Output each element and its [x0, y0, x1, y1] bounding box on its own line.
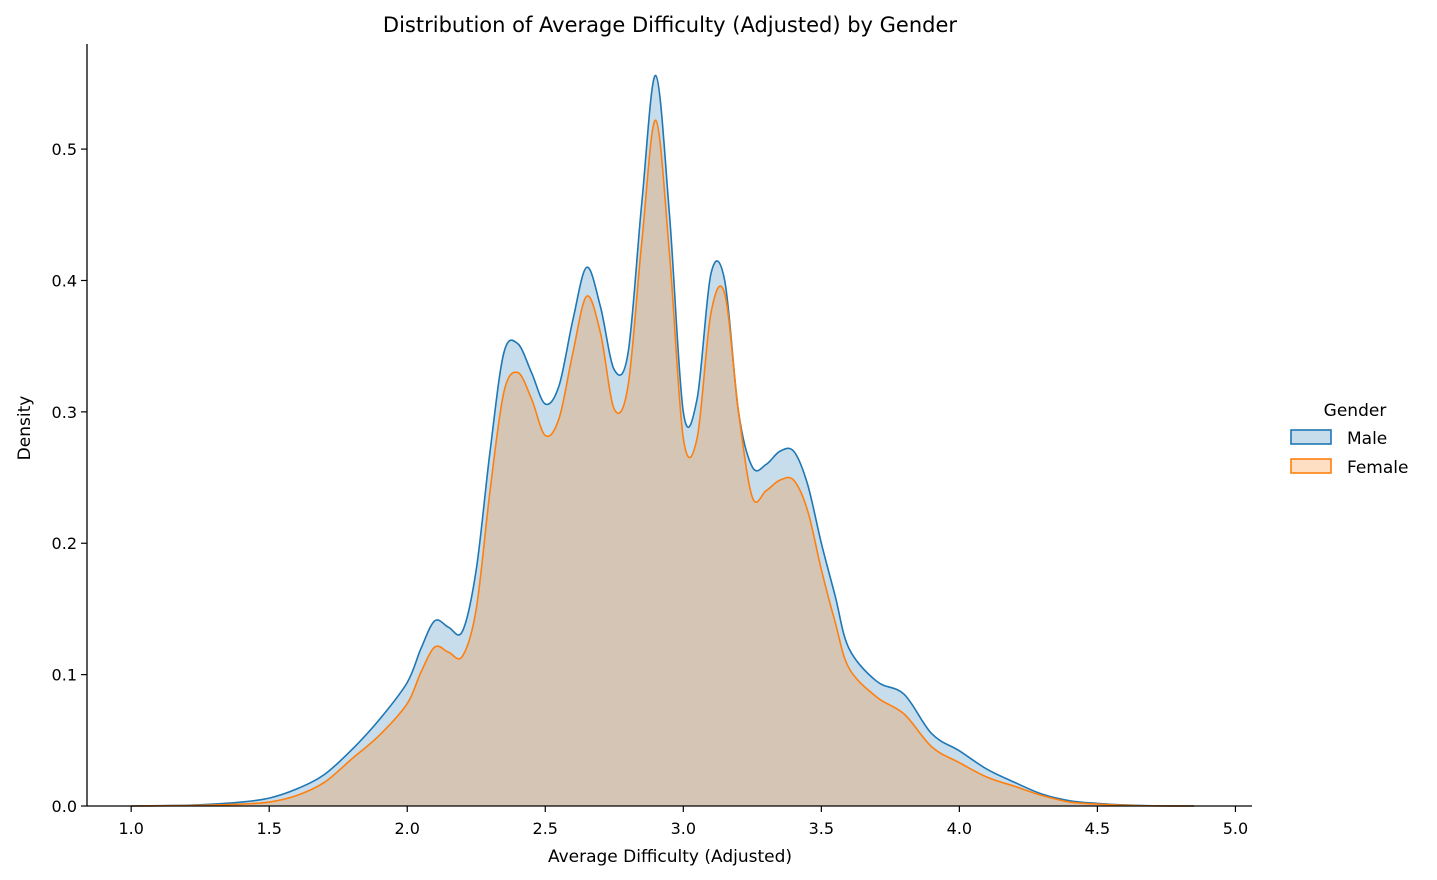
x-axis-ticks: 1.0 1.5 2.0 2.5 3.0 3.5 4.0 4.5 5.0 [118, 806, 1248, 838]
density-areas [131, 75, 1195, 807]
x-tick-label: 1.0 [118, 819, 143, 838]
x-tick-label: 4.0 [947, 819, 972, 838]
y-axis-ticks: 0.0 0.1 0.2 0.3 0.4 0.5 [52, 140, 87, 816]
x-tick-label: 3.0 [671, 819, 696, 838]
legend-title: Gender [1324, 401, 1387, 421]
y-axis-title: Density [15, 396, 35, 461]
y-tick-label: 0.3 [52, 403, 77, 422]
legend-entries: Male Female [1290, 429, 1408, 478]
x-tick-label: 2.0 [395, 819, 420, 838]
legend-swatch-female [1290, 458, 1332, 474]
x-tick-label: 2.5 [533, 819, 558, 838]
x-tick-label: 1.5 [256, 819, 281, 838]
density-lines [131, 74, 1195, 807]
x-tick-label: 3.5 [809, 819, 834, 838]
x-axis-title: Average Difficulty (Adjusted) [548, 847, 792, 867]
y-tick-label: 0.2 [52, 534, 77, 553]
chart-title: Distribution of Average Difficulty (Adju… [383, 13, 957, 37]
legend-label-male: Male [1347, 429, 1387, 449]
legend-swatch-male [1290, 429, 1332, 445]
plot-area [131, 74, 1195, 807]
y-tick-label: 0.0 [52, 797, 77, 816]
y-tick-label: 0.4 [52, 271, 77, 290]
y-tick-label: 0.5 [52, 140, 77, 159]
area-male [131, 75, 1195, 806]
x-tick-label: 5.0 [1223, 819, 1248, 838]
legend: Gender Male Female [1290, 401, 1408, 478]
line-female [131, 119, 1195, 807]
y-tick-label: 0.1 [52, 666, 77, 685]
x-tick-label: 4.5 [1085, 819, 1110, 838]
line-male [131, 74, 1195, 807]
area-female [131, 120, 1195, 807]
legend-label-female: Female [1347, 458, 1408, 478]
